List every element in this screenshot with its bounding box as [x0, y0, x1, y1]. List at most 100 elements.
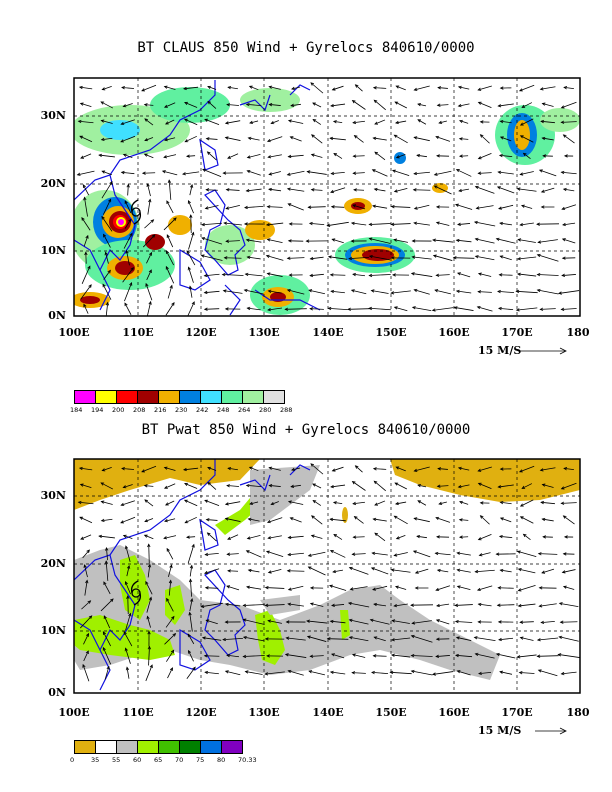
wind-vector-head: [307, 553, 312, 557]
wind-vector-head: [536, 272, 541, 277]
wind-vector: [285, 308, 307, 310]
wind-vector: [369, 307, 391, 311]
wind-vector: [144, 153, 154, 159]
wind-vector-head: [458, 500, 463, 505]
wind-vector-head: [519, 135, 524, 139]
wind-vector-head: [126, 564, 131, 569]
wind-vector: [204, 308, 220, 310]
wind-vector-head: [516, 257, 521, 261]
wind-vector: [79, 86, 93, 90]
wind-vector-head: [242, 654, 247, 659]
wind-vector-head: [291, 86, 295, 91]
wind-vector-head: [122, 104, 127, 108]
colorbar-label: 75: [196, 756, 205, 764]
wind-vector-head: [434, 551, 439, 556]
wind-vector: [164, 467, 176, 471]
wind-vector-head: [542, 154, 547, 158]
wind-vector: [478, 482, 492, 490]
wind-vector-head: [85, 632, 89, 637]
wind-vector-head: [161, 170, 166, 174]
wind-vector-head: [204, 206, 209, 210]
wind-vector: [454, 307, 474, 311]
wind-vector: [310, 273, 324, 277]
wind-vector: [201, 602, 223, 608]
wind-vector-head: [333, 152, 338, 157]
wind-vector: [411, 635, 433, 643]
wind-vector-head: [436, 484, 441, 488]
top-lon-label: 150E: [375, 326, 407, 339]
wind-vector: [102, 467, 112, 471]
wind-vector: [312, 102, 322, 108]
wind-vector: [475, 569, 495, 573]
wind-vector: [102, 647, 112, 665]
wind-vector-head: [106, 665, 110, 670]
wind-vector-head: [207, 466, 211, 470]
wind-vector-head: [102, 283, 106, 288]
wind-vector: [372, 552, 388, 556]
wind-vector-head: [394, 501, 399, 506]
wind-vector: [127, 184, 129, 196]
wind-vector-head: [108, 198, 112, 203]
wind-vector-head: [474, 652, 479, 657]
wind-vector: [434, 170, 452, 176]
wind-vector-head: [521, 485, 526, 489]
wind-vector-head: [125, 249, 129, 254]
wind-vector: [84, 580, 88, 596]
wind-vector: [455, 621, 473, 623]
wind-vector-head: [519, 122, 524, 126]
wind-vector-head: [80, 155, 84, 159]
wind-vector: [332, 85, 344, 91]
wind-vector: [541, 501, 555, 505]
wind-vector-head: [191, 543, 195, 548]
wind-vector-head: [226, 103, 230, 107]
wind-vector-head: [497, 620, 502, 624]
wind-vector-head: [391, 619, 396, 623]
wind-vector: [372, 169, 388, 177]
wind-vector: [311, 535, 323, 539]
wind-vector: [79, 467, 93, 471]
wind-vector-head: [372, 86, 377, 90]
top-lat-label: 0N: [48, 309, 66, 322]
wind-vector: [480, 134, 490, 144]
wind-vector: [372, 205, 388, 209]
wind-vector-head: [390, 256, 395, 260]
wind-vector-head: [308, 221, 313, 226]
wind-vector-head: [413, 206, 418, 210]
wind-vector-head: [290, 103, 295, 107]
wind-vector: [563, 134, 575, 144]
wind-vector: [144, 104, 154, 106]
wind-vector-head: [395, 155, 400, 159]
wind-vector-head: [560, 486, 565, 490]
wind-vector-head: [164, 502, 169, 506]
wind-vector-head: [435, 205, 440, 209]
wind-vector: [414, 85, 430, 91]
wind-vector-head: [169, 667, 173, 671]
wind-vector: [225, 603, 241, 607]
wind-vector-head: [167, 179, 172, 184]
wind-vector-head: [290, 484, 295, 488]
wind-vector-head: [330, 205, 335, 209]
wind-vector: [286, 637, 306, 641]
wind-vector-head: [410, 653, 415, 658]
wind-vector: [202, 168, 222, 178]
wind-vector-head: [413, 136, 418, 140]
wind-vector-head: [347, 601, 352, 606]
wind-vector: [188, 267, 194, 283]
wind-vector: [308, 566, 326, 576]
wind-vector: [459, 138, 469, 140]
bottom-lat-label: 0N: [48, 686, 66, 699]
wind-vector-head: [560, 170, 565, 175]
wind-vector: [374, 480, 386, 492]
wind-vector-head: [541, 102, 546, 106]
wind-vector-head: [189, 564, 194, 569]
wind-vector-head: [541, 570, 546, 574]
wind-vector: [185, 135, 197, 143]
top-wind-vectors: [76, 82, 580, 316]
wind-vector-head: [168, 579, 173, 584]
wind-vector: [349, 636, 369, 642]
colorbar-swatch: [95, 390, 117, 404]
colorbar-label: 230: [175, 406, 188, 414]
wind-vector: [83, 304, 89, 314]
wind-vector: [166, 234, 174, 248]
wind-vector: [520, 171, 534, 175]
